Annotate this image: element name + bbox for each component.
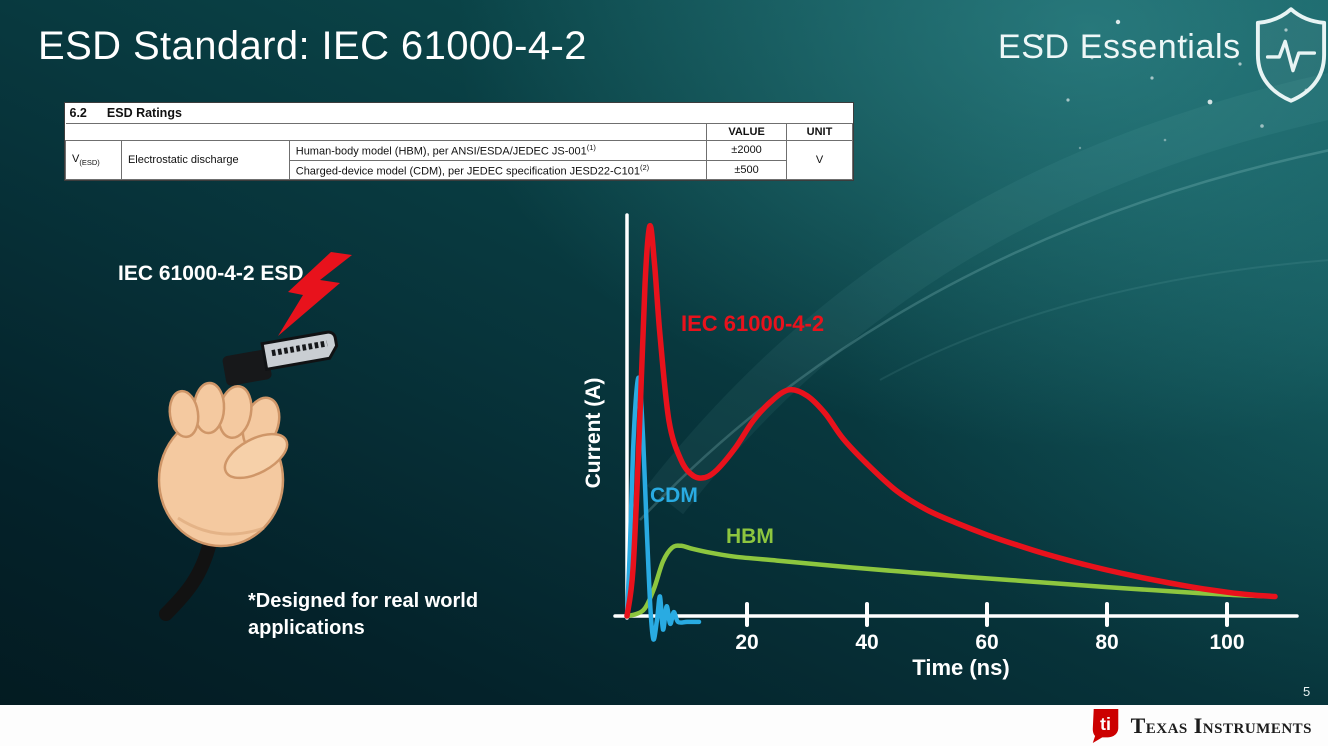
ti-bug-icon: ti [1092, 708, 1118, 743]
hdmi-connector [222, 330, 339, 386]
column-header-unit: UNIT [786, 123, 853, 141]
cdm-desc-cell: Charged-device model (CDM), per JEDEC sp… [288, 159, 708, 181]
chart-canvas: 20 40 60 80 100 [613, 213, 1299, 654]
hbm-value-cell: ±2000 [706, 140, 788, 161]
table-row: V(ESD) Electrostatic discharge Human-bod… [65, 139, 853, 181]
footer-bar: ti Texas Instruments [0, 705, 1328, 746]
thumb [223, 432, 289, 480]
hbm-desc-cell: Human-body model (HBM), per ANSI/ESDA/JE… [288, 140, 708, 161]
lightning-bolt-icon [278, 252, 352, 336]
iec-esd-label: IEC 61000-4-2 ESD [118, 262, 304, 285]
svg-text:20: 20 [735, 631, 758, 654]
table-section-number: 6.2 [69, 106, 87, 120]
shield-pulse-icon [1255, 7, 1327, 103]
svg-text:100: 100 [1209, 631, 1244, 654]
table-row: Charged-device model (CDM), per JEDEC sp… [66, 159, 853, 181]
curve-label-iec: IEC 61000-4-2 [681, 311, 825, 336]
ti-logo: ti Texas Instruments [1089, 705, 1312, 746]
hand-holding-connector-illustration [157, 330, 339, 621]
svg-text:ti: ti [1100, 713, 1111, 733]
unit-cell: V [786, 139, 853, 181]
palm-shading [177, 516, 265, 536]
fingers [168, 381, 281, 452]
curve-label-cdm: CDM [650, 484, 698, 507]
x-axis-label: Time (ns) [912, 655, 1010, 680]
svg-text:60: 60 [975, 631, 998, 654]
y-axis-label: Current (A) [582, 377, 605, 489]
column-header-value: VALUE [706, 123, 788, 141]
table-section-title: ESD Ratings [106, 106, 182, 120]
param-symbol-cell: V(ESD) [65, 139, 122, 181]
designed-note: *Designed for real world applications [248, 590, 479, 639]
brand-text: ESD Essentials [998, 28, 1241, 66]
page-title: ESD Standard: IEC 61000-4-2 [38, 24, 587, 68]
table-empty-cell [65, 123, 708, 141]
page-number: 5 [1303, 684, 1311, 699]
param-desc-cell: Electrostatic discharge [120, 139, 290, 181]
pulse-line [1265, 39, 1317, 73]
esd-waveform-chart: 20 40 60 80 100 Current (A) Time (ns) IEC 61… [570, 205, 1310, 697]
curve-label-hbm: HBM [726, 525, 774, 548]
cdm-value-cell: ±500 [706, 159, 788, 181]
table-section-header: 6.2 ESD Ratings [65, 103, 853, 124]
esd-ratings-table: 6.2 ESD Ratings VALUE UNIT V(ESD) Electro… [64, 102, 854, 182]
cable [159, 535, 217, 621]
svg-text:80: 80 [1095, 631, 1118, 654]
svg-text:40: 40 [855, 631, 878, 654]
ti-logo-text: Texas Instruments [1130, 712, 1312, 738]
